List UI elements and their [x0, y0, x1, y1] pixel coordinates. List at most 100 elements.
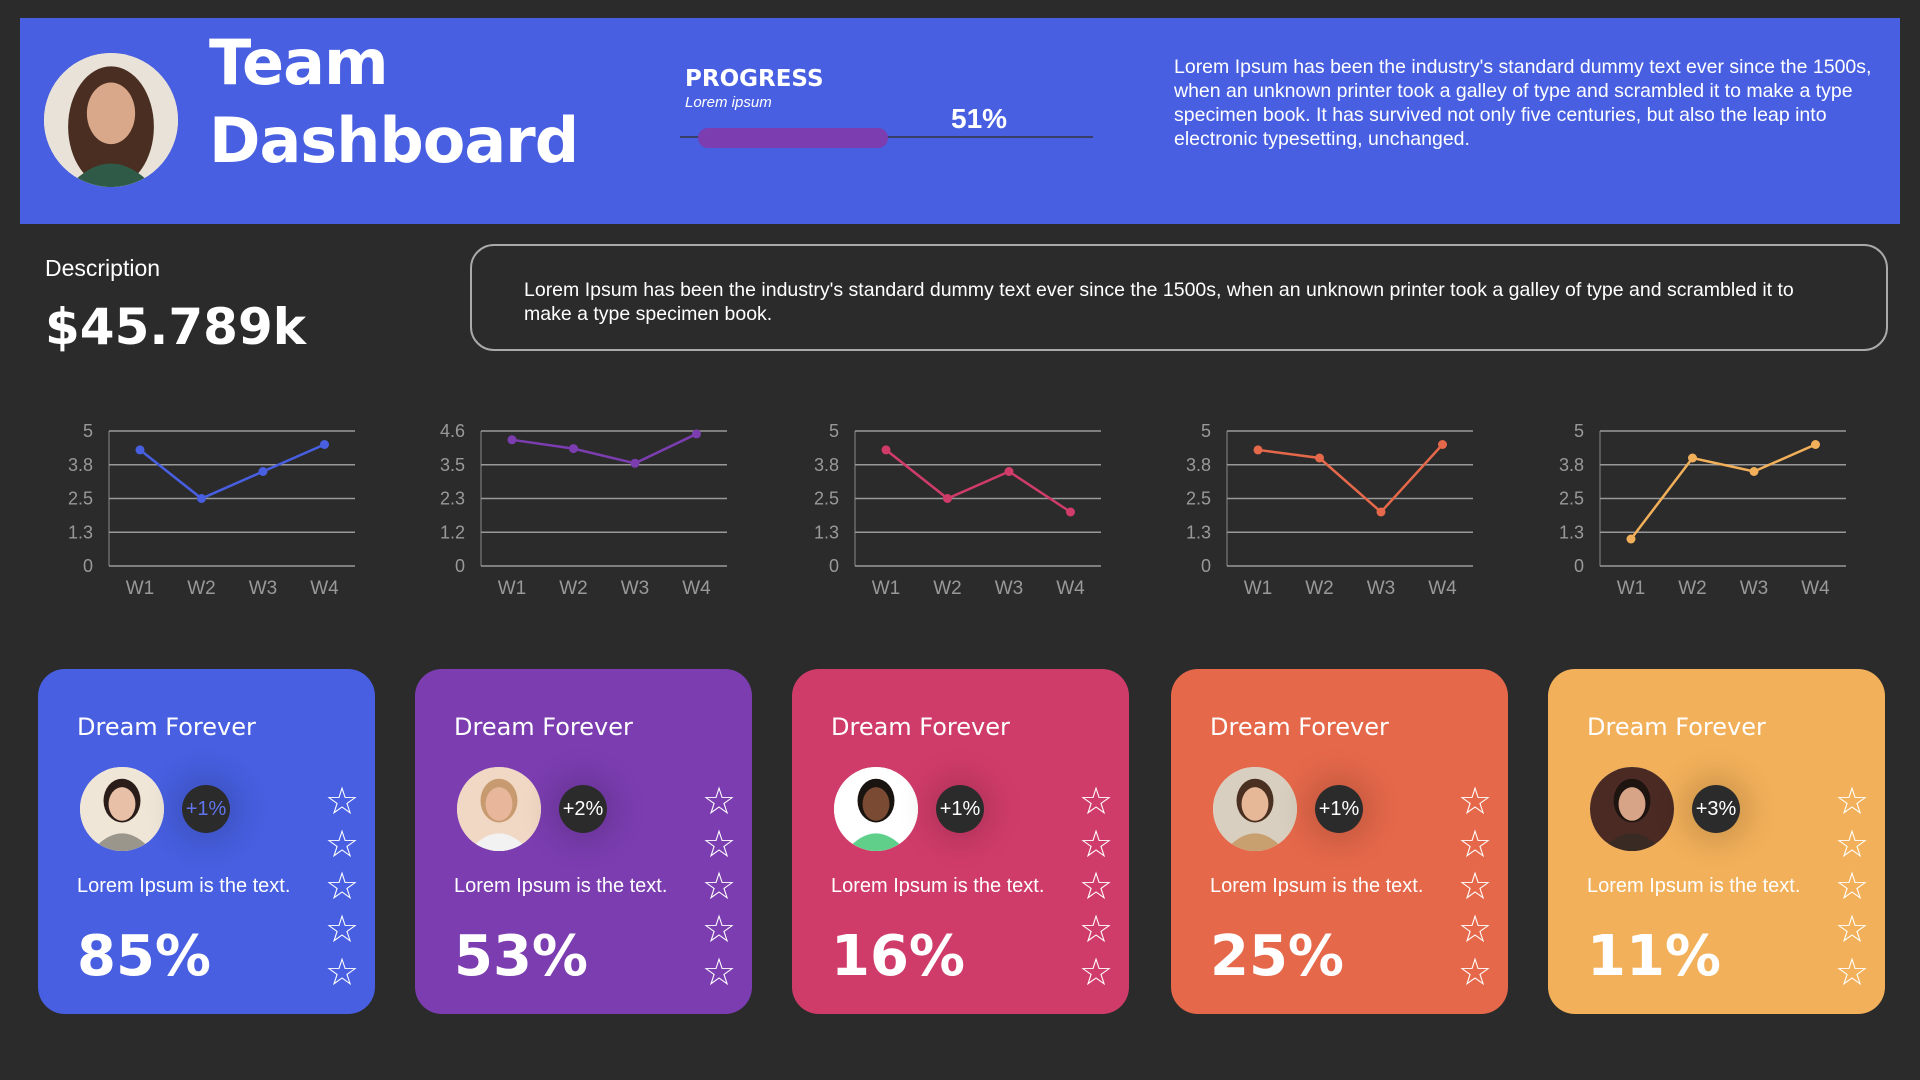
card-title: Dream Forever: [1587, 713, 1766, 741]
y-tick-label: 3.8: [1186, 455, 1211, 475]
x-tick-label: W1: [1617, 578, 1646, 599]
line-chart-2: 0 1.2 2.3 3.5 4.6 W1 W2 W3 W4: [440, 410, 771, 610]
progress-fill: [698, 128, 888, 148]
data-point: [1626, 534, 1636, 544]
star-icon[interactable]: ☆: [1078, 951, 1114, 994]
member-card[interactable]: Dream Forever +1% Lorem Ipsum is the tex…: [1171, 669, 1508, 1014]
star-icon[interactable]: ☆: [701, 781, 737, 823]
member-card[interactable]: Dream Forever +2% Lorem Ipsum is the tex…: [415, 669, 752, 1014]
data-point: [1438, 440, 1447, 449]
y-tick-label: 1.3: [68, 522, 93, 542]
header-description: Lorem Ipsum has been the industry's stan…: [1174, 56, 1872, 150]
x-tick-label: W4: [1056, 578, 1085, 599]
y-tick-label: 2.5: [1559, 489, 1584, 509]
star-icon[interactable]: ☆: [1078, 823, 1114, 866]
data-point: [258, 467, 268, 476]
y-tick-label: 4.6: [440, 421, 465, 441]
member-card[interactable]: Dream Forever +3% Lorem Ipsum is the tex…: [1548, 669, 1885, 1014]
line-chart-4: 0 1.3 2.5 3.8 5 W1 W2 W3 W4: [1186, 410, 1517, 610]
star-rating[interactable]: ☆ ☆ ☆ ☆ ☆: [322, 781, 362, 995]
star-icon[interactable]: ☆: [1078, 866, 1114, 909]
y-tick-label: 0: [1574, 556, 1584, 576]
x-tick-label: W1: [498, 578, 527, 599]
member-avatar[interactable]: [1590, 767, 1674, 851]
card-text: Lorem Ipsum is the text.: [77, 875, 291, 897]
y-tick-label: 2.5: [1186, 489, 1211, 509]
member-avatar[interactable]: [80, 767, 164, 851]
x-tick-label: W1: [126, 578, 155, 599]
y-tick-label: 5: [83, 421, 93, 441]
star-icon[interactable]: ☆: [1078, 781, 1114, 823]
description-label: Description: [45, 255, 161, 281]
star-icon[interactable]: ☆: [1834, 781, 1870, 823]
change-badge: +2%: [559, 785, 607, 833]
star-icon[interactable]: ☆: [1457, 823, 1493, 866]
star-icon[interactable]: ☆: [324, 866, 360, 909]
x-tick-label: W2: [559, 578, 588, 599]
star-rating[interactable]: ☆ ☆ ☆ ☆ ☆: [1455, 781, 1495, 995]
y-tick-label: 3.8: [1559, 455, 1584, 475]
star-icon[interactable]: ☆: [324, 781, 360, 823]
star-icon[interactable]: ☆: [324, 909, 360, 952]
data-point: [692, 429, 701, 439]
star-icon[interactable]: ☆: [701, 951, 737, 994]
card-percent: 85%: [77, 924, 212, 989]
star-icon[interactable]: ☆: [1834, 909, 1870, 952]
star-icon[interactable]: ☆: [1078, 909, 1114, 952]
series-line: [139, 443, 326, 500]
star-icon[interactable]: ☆: [1457, 781, 1493, 823]
star-icon[interactable]: ☆: [1834, 823, 1870, 866]
profile-avatar[interactable]: [44, 53, 178, 187]
star-icon[interactable]: ☆: [701, 866, 737, 909]
x-tick-label: W3: [1367, 578, 1396, 599]
y-tick-label: 2.5: [814, 489, 839, 509]
progress-label: PROGRESS: [685, 66, 824, 92]
card-percent: 11%: [1587, 924, 1722, 989]
star-rating[interactable]: ☆ ☆ ☆ ☆ ☆: [1832, 781, 1872, 995]
y-tick-label: 3.8: [68, 455, 93, 475]
star-icon[interactable]: ☆: [1457, 909, 1493, 952]
card-text: Lorem Ipsum is the text.: [831, 875, 1045, 897]
data-point: [1811, 440, 1820, 449]
y-tick-label: 1.3: [814, 522, 839, 542]
star-rating[interactable]: ☆ ☆ ☆ ☆ ☆: [1076, 781, 1116, 995]
star-icon[interactable]: ☆: [1457, 866, 1493, 909]
x-tick-label: W4: [682, 578, 711, 599]
star-icon[interactable]: ☆: [324, 951, 360, 994]
description-box: Lorem Ipsum has been the industry's stan…: [470, 244, 1888, 351]
member-avatar[interactable]: [457, 767, 541, 851]
data-point: [943, 494, 952, 503]
x-tick-label: W2: [1678, 578, 1707, 599]
y-tick-label: 2.5: [68, 489, 93, 509]
card-title: Dream Forever: [454, 713, 633, 741]
data-point: [1066, 507, 1075, 517]
x-tick-label: W3: [995, 578, 1024, 599]
card-percent: 53%: [454, 924, 589, 989]
star-icon[interactable]: ☆: [701, 909, 737, 952]
member-card[interactable]: Dream Forever +1% Lorem Ipsum is the tex…: [792, 669, 1129, 1014]
star-icon[interactable]: ☆: [1834, 866, 1870, 909]
star-icon[interactable]: ☆: [1834, 951, 1870, 994]
card-title: Dream Forever: [1210, 713, 1389, 741]
data-point: [881, 445, 891, 455]
star-icon[interactable]: ☆: [1457, 951, 1493, 994]
y-tick-label: 3.5: [440, 455, 465, 475]
star-icon[interactable]: ☆: [701, 823, 737, 866]
card-title: Dream Forever: [77, 713, 256, 741]
line-chart-1: 0 1.3 2.5 3.8 5 W1 W2 W3 W4: [68, 410, 399, 610]
progress-value: 51%: [951, 103, 1008, 134]
member-avatar[interactable]: [834, 767, 918, 851]
page-title: Team Dashboard: [209, 26, 579, 177]
card-text: Lorem Ipsum is the text.: [454, 875, 668, 897]
member-avatar[interactable]: [1213, 767, 1297, 851]
x-tick-label: W2: [933, 578, 962, 599]
member-card[interactable]: Dream Forever +1% Lorem Ipsum is the tex…: [38, 669, 375, 1014]
description-value: $45.789k: [45, 298, 306, 356]
change-badge: +1%: [936, 785, 984, 833]
line-chart-5: 0 1.3 2.5 3.8 5 W1 W2 W3 W4: [1559, 410, 1890, 610]
y-tick-label: 0: [455, 556, 465, 576]
y-tick-label: 2.3: [440, 489, 465, 509]
star-icon[interactable]: ☆: [324, 823, 360, 866]
star-rating[interactable]: ☆ ☆ ☆ ☆ ☆: [699, 781, 739, 995]
y-tick-label: 1.3: [1186, 522, 1211, 542]
